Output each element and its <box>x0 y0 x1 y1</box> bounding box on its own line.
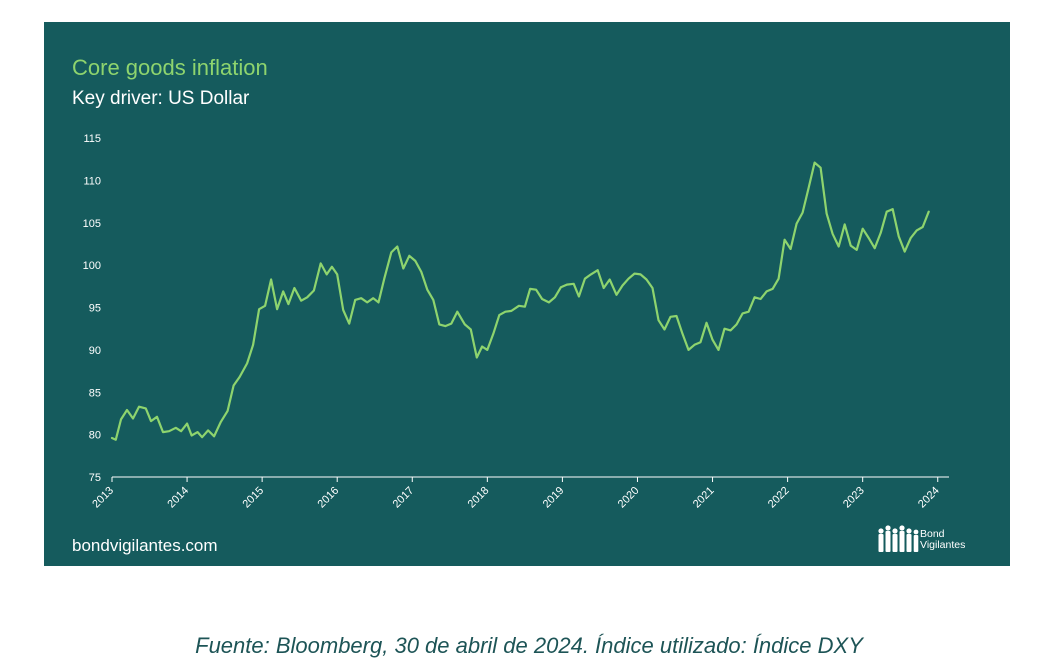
y-tick-label: 110 <box>83 175 101 187</box>
x-tick-label: 2023 <box>841 485 867 511</box>
x-tick-label: 2017 <box>391 485 417 511</box>
source-caption: Fuente: Bloomberg, 30 de abril de 2024. … <box>195 633 863 658</box>
series-line-us-dollar <box>110 161 930 441</box>
x-tick-label: 2022 <box>766 485 792 511</box>
x-tick-label: 2018 <box>466 485 492 511</box>
chart-title: Core goods inflation <box>72 55 268 80</box>
y-axis: 75 80 85 90 95 100 105 110 115 <box>83 133 101 484</box>
x-tick-label: 2013 <box>90 485 116 511</box>
x-tick-label: 2024 <box>916 485 942 511</box>
x-tick-label: 2014 <box>165 485 191 511</box>
x-tick-label: 2019 <box>541 485 567 511</box>
x-axis: 2013 2014 2015 2016 2017 2018 2019 2020 2021 2022… <box>90 476 949 511</box>
y-tick-label: 115 <box>83 133 101 145</box>
chart-panel: 75 80 85 90 95 100 105 110 115 2013 2014 2015 2016 2… <box>44 22 1010 566</box>
y-tick-label: 85 <box>89 387 101 399</box>
y-tick-label: 105 <box>83 218 101 230</box>
y-tick-label: 95 <box>89 303 101 315</box>
logo-line-1: Bond <box>920 528 945 540</box>
chart-subtitle: Key driver: US Dollar <box>72 88 250 109</box>
site-url: bondvigilantes.com <box>72 536 218 555</box>
y-tick-label: 75 <box>89 472 101 484</box>
bond-vigilantes-logo-icon <box>878 525 919 552</box>
x-tick-label: 2016 <box>316 485 342 511</box>
x-tick-label: 2021 <box>691 485 717 511</box>
logo-line-2: Vigilantes <box>920 539 966 551</box>
x-tick-label: 2020 <box>616 485 642 511</box>
y-tick-label: 100 <box>83 260 101 272</box>
y-tick-label: 80 <box>89 430 101 442</box>
bond-vigilantes-logo-text: Bond Vigilantes <box>920 529 965 551</box>
y-tick-label: 90 <box>89 345 101 357</box>
x-tick-label: 2015 <box>240 485 266 511</box>
